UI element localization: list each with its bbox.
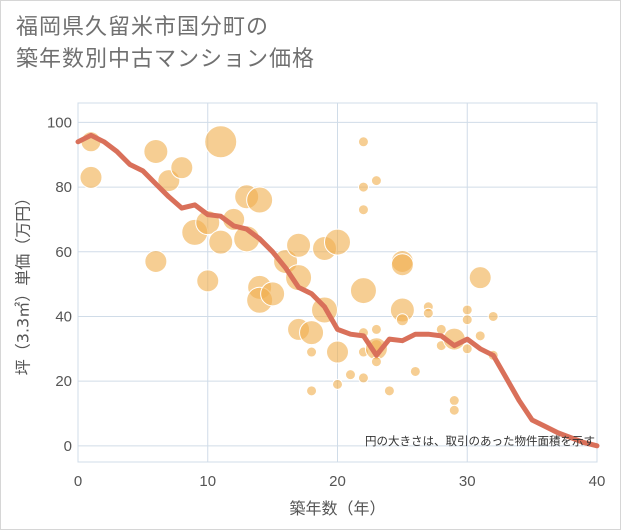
data-bubble — [306, 385, 318, 397]
data-bubble — [461, 314, 473, 326]
trend-line — [75, 132, 600, 449]
data-bubble — [409, 365, 421, 377]
y-tick-label: 80 — [55, 179, 72, 196]
data-bubble — [260, 281, 286, 307]
data-bubble — [286, 232, 312, 258]
data-bubble — [324, 228, 351, 256]
bubble-size-note: 円の大きさは、取引のあった物件面積を示す — [365, 434, 595, 448]
data-bubble — [170, 156, 194, 180]
data-bubble — [370, 175, 382, 187]
data-bubble — [487, 310, 499, 322]
data-bubble — [370, 323, 382, 335]
data-bubble — [143, 139, 169, 165]
data-bubble — [344, 369, 356, 381]
data-bubble — [208, 229, 234, 255]
y-tick-label: 60 — [55, 244, 72, 261]
data-bubble — [326, 340, 349, 364]
data-bubble — [299, 320, 325, 346]
data-bubble — [390, 253, 414, 277]
y-tick-label: 40 — [55, 308, 72, 325]
chart-title: 福岡県久留米市国分町の 築年数別中古マンション価格 — [16, 12, 315, 76]
data-bubble — [349, 277, 377, 305]
data-bubble — [357, 181, 369, 193]
data-bubble — [395, 313, 409, 327]
data-bubble — [204, 125, 238, 159]
chart-title-line-2: 築年数別中古マンション価格 — [16, 47, 316, 72]
y-tick-label: 0 — [64, 438, 72, 455]
data-bubble — [357, 136, 369, 148]
x-tick-label: 40 — [589, 473, 606, 490]
data-bubble — [461, 304, 473, 316]
data-bubble — [306, 346, 318, 358]
x-tick-label: 30 — [459, 473, 476, 490]
x-tick-label: 20 — [329, 473, 346, 490]
y-axis-label: 坪（3.3㎡）単価（万円） — [14, 190, 33, 375]
y-tick-label: 20 — [55, 373, 72, 390]
data-bubble — [246, 186, 274, 214]
x-tick-label: 0 — [74, 473, 82, 490]
data-bubble — [79, 165, 103, 189]
data-bubble — [357, 372, 369, 384]
data-bubble — [144, 249, 168, 273]
data-bubble — [285, 264, 313, 292]
data-bubble — [357, 204, 369, 216]
trend-line-path — [75, 132, 600, 449]
y-tick-label: 100 — [47, 114, 72, 131]
data-bubble — [370, 356, 382, 368]
x-tick-label: 10 — [199, 473, 216, 490]
data-bubble — [383, 385, 395, 397]
data-bubble — [422, 307, 434, 319]
data-bubble — [448, 395, 460, 407]
x-axis-label: 築年数（年） — [289, 499, 385, 518]
data-bubble — [332, 378, 343, 390]
data-bubble — [196, 269, 220, 293]
data-bubble — [468, 266, 492, 290]
data-bubble — [461, 343, 473, 355]
axis-ticks: 0 10 20 30 40 0 20 40 60 80 100 — [47, 114, 605, 490]
chart-title-line-1: 福岡県久留米市国分町の — [16, 15, 270, 40]
data-bubble — [474, 330, 486, 342]
data-bubble — [448, 404, 460, 416]
